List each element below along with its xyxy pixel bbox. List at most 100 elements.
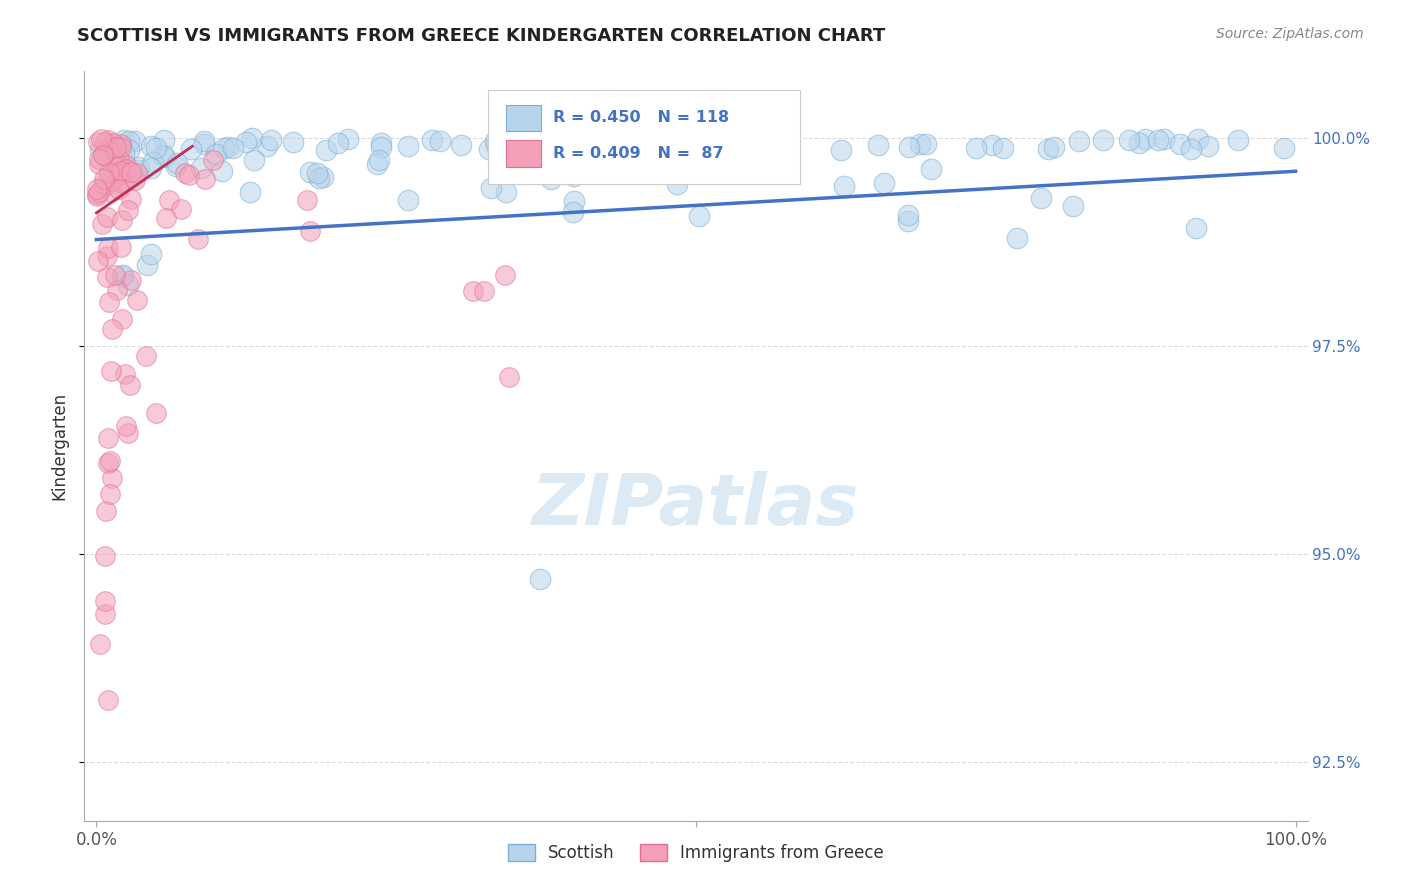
Point <box>114 367 136 381</box>
Point <box>235 135 257 149</box>
Point <box>86 182 108 196</box>
Point <box>101 322 124 336</box>
Point <box>152 148 174 162</box>
Point <box>897 213 920 227</box>
Point <box>980 138 1002 153</box>
Text: Source: ZipAtlas.com: Source: ZipAtlas.com <box>1216 27 1364 41</box>
Point <box>97 431 120 445</box>
Point <box>89 144 111 158</box>
Point <box>193 134 215 148</box>
Point <box>170 202 193 216</box>
Point <box>498 153 520 168</box>
Point <box>1185 221 1208 235</box>
Point <box>1168 136 1191 151</box>
Point <box>124 173 146 187</box>
Point <box>920 161 942 176</box>
FancyBboxPatch shape <box>488 90 800 184</box>
Point <box>1029 190 1052 204</box>
Point <box>103 157 125 171</box>
Point <box>118 134 141 148</box>
Point <box>281 135 304 149</box>
Point <box>298 164 321 178</box>
Point <box>910 137 932 152</box>
Point <box>337 132 360 146</box>
Point <box>111 268 134 283</box>
Point <box>110 167 132 181</box>
Point <box>145 406 167 420</box>
Point <box>114 162 136 177</box>
Point <box>108 181 131 195</box>
Point <box>1153 132 1175 146</box>
Point <box>1147 133 1170 147</box>
Legend: Scottish, Immigrants from Greece: Scottish, Immigrants from Greece <box>502 837 890 869</box>
Point <box>396 139 419 153</box>
Point <box>187 231 209 245</box>
Point <box>201 153 224 167</box>
Point <box>104 139 127 153</box>
Point <box>97 133 120 147</box>
Point <box>180 142 202 156</box>
Point <box>741 162 763 177</box>
Point <box>1128 136 1150 150</box>
Point <box>91 148 114 162</box>
Point <box>485 139 508 153</box>
Point <box>112 133 135 147</box>
Point <box>326 136 349 151</box>
Point <box>479 180 502 194</box>
Text: R = 0.409   N =  87: R = 0.409 N = 87 <box>553 145 724 161</box>
Point <box>127 163 149 178</box>
Point <box>1036 143 1059 157</box>
Point <box>87 253 110 268</box>
Point <box>315 143 337 157</box>
Point <box>478 142 501 156</box>
Point <box>110 240 132 254</box>
Point <box>97 241 120 255</box>
Point <box>153 149 176 163</box>
Point <box>429 134 451 148</box>
Point <box>86 189 108 203</box>
Point <box>370 136 392 150</box>
Point <box>1133 132 1156 146</box>
Point <box>1272 141 1295 155</box>
Point <box>562 194 585 208</box>
Point <box>111 212 134 227</box>
Point <box>100 470 122 484</box>
Point <box>118 377 141 392</box>
Point <box>110 140 132 154</box>
Point <box>991 140 1014 154</box>
Point <box>1007 230 1029 244</box>
Point <box>91 217 114 231</box>
Point <box>94 549 117 564</box>
Point <box>211 164 233 178</box>
Point <box>104 268 127 283</box>
Point <box>547 136 569 150</box>
Point <box>623 161 645 176</box>
Point <box>139 161 162 175</box>
Point <box>217 140 239 154</box>
Point <box>98 152 121 166</box>
Point <box>87 135 110 149</box>
Point <box>256 139 278 153</box>
Point <box>145 141 167 155</box>
Point <box>105 283 128 297</box>
Point <box>117 425 139 440</box>
Point <box>654 142 676 156</box>
Point <box>562 204 585 219</box>
Point <box>110 164 132 178</box>
Point <box>312 169 335 184</box>
Point <box>111 268 134 282</box>
Point <box>98 487 121 501</box>
Point <box>89 152 111 166</box>
Point <box>1187 132 1209 146</box>
Point <box>1118 132 1140 146</box>
Point <box>562 169 585 183</box>
Point <box>139 139 162 153</box>
Point <box>166 155 188 169</box>
Point <box>495 185 517 199</box>
Point <box>1062 199 1084 213</box>
Point <box>89 637 111 651</box>
Point <box>112 142 135 156</box>
Point <box>112 147 135 161</box>
Point <box>472 284 495 298</box>
Point <box>366 157 388 171</box>
